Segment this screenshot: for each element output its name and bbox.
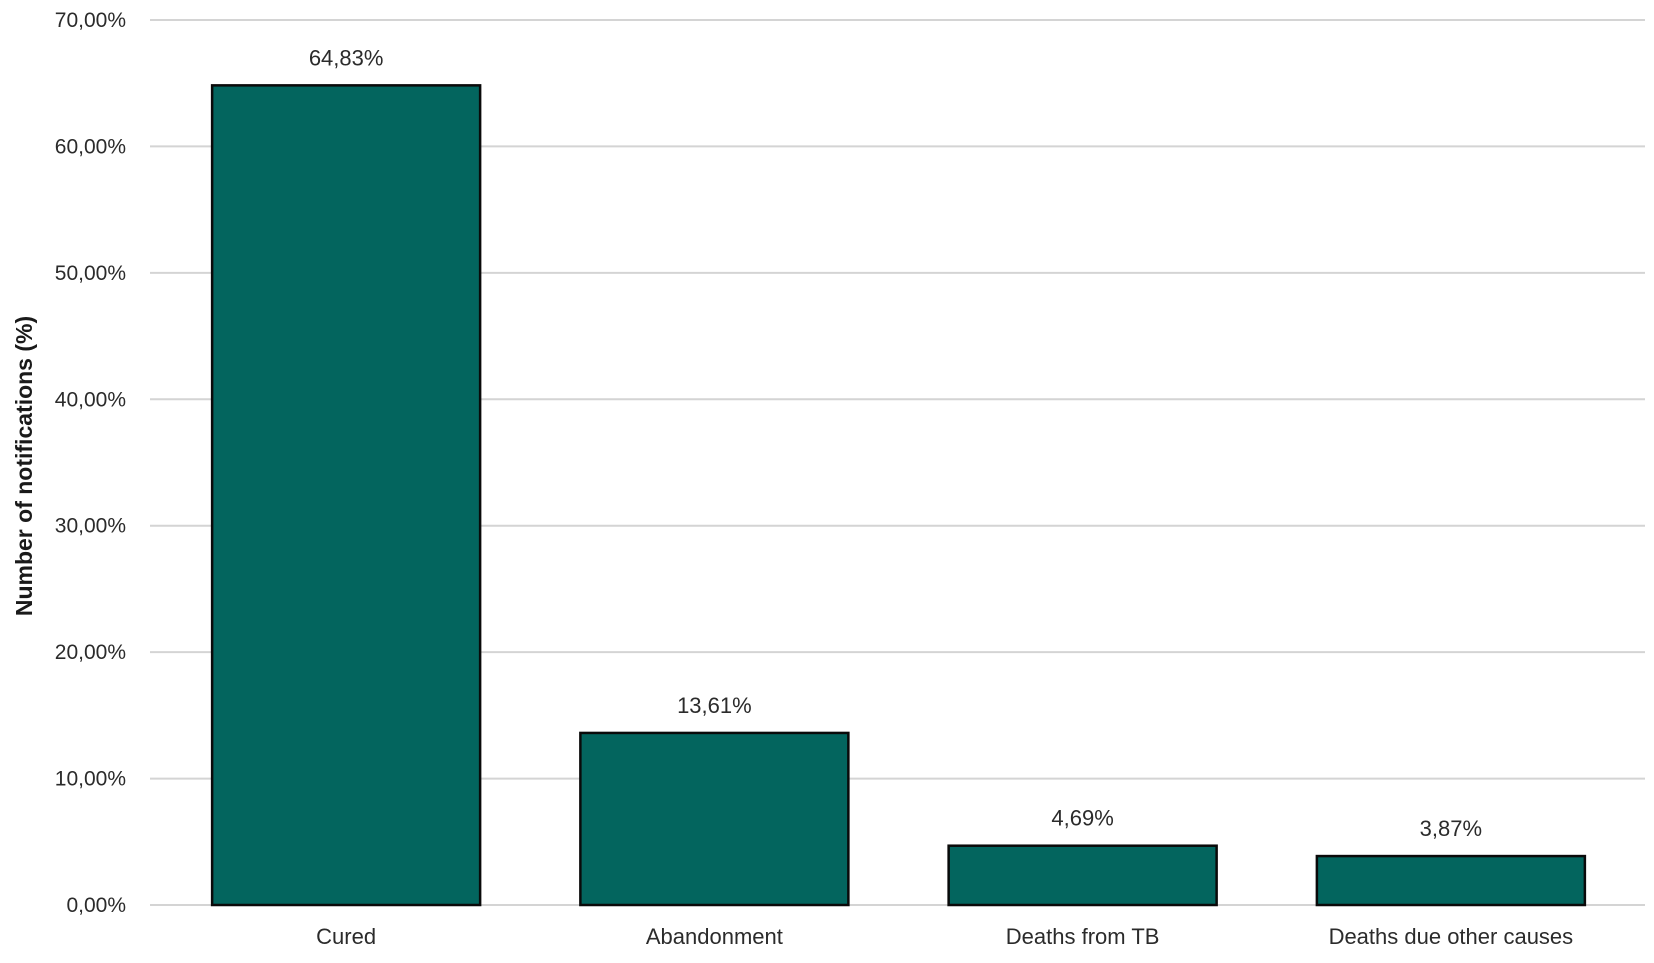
data-label: 64,83%: [309, 45, 384, 70]
y-tick-label: 20,00%: [55, 641, 126, 664]
y-tick-label: 0,00%: [66, 894, 126, 917]
bar-deaths-from-tb: [947, 844, 1218, 907]
y-tick-label: 30,00%: [55, 515, 126, 538]
y-tick-label: 10,00%: [55, 768, 126, 791]
y-tick-label: 70,00%: [55, 9, 126, 32]
data-label: 3,87%: [1420, 816, 1482, 841]
y-axis-title: Number of notifications (%): [11, 316, 37, 616]
data-label: 4,69%: [1051, 806, 1113, 831]
data-labels: 64,83% 13,61% 4,69% 3,87%: [309, 45, 1482, 841]
bar-cured: [210, 84, 482, 907]
x-axis-categories: Cured Abandonment Deaths from TB Deaths due…: [316, 924, 1573, 949]
x-category-label: Deaths due other causes: [1329, 924, 1574, 949]
y-tick-label: 40,00%: [55, 388, 126, 411]
y-axis-ticks: 0,00% 10,00% 20,00% 30,00% 40,00% 50,00% 60,00…: [55, 9, 126, 917]
bar-deaths-due-other-causes: [1315, 854, 1587, 907]
bar-abandonment: [579, 731, 850, 907]
bars: [210, 84, 1587, 907]
y-tick-label: 60,00%: [55, 135, 126, 158]
x-category-label: Cured: [316, 924, 376, 949]
x-category-label: Deaths from TB: [1006, 924, 1160, 949]
x-category-label: Abandonment: [646, 924, 783, 949]
y-tick-label: 50,00%: [55, 262, 126, 285]
data-label: 13,61%: [677, 693, 752, 718]
